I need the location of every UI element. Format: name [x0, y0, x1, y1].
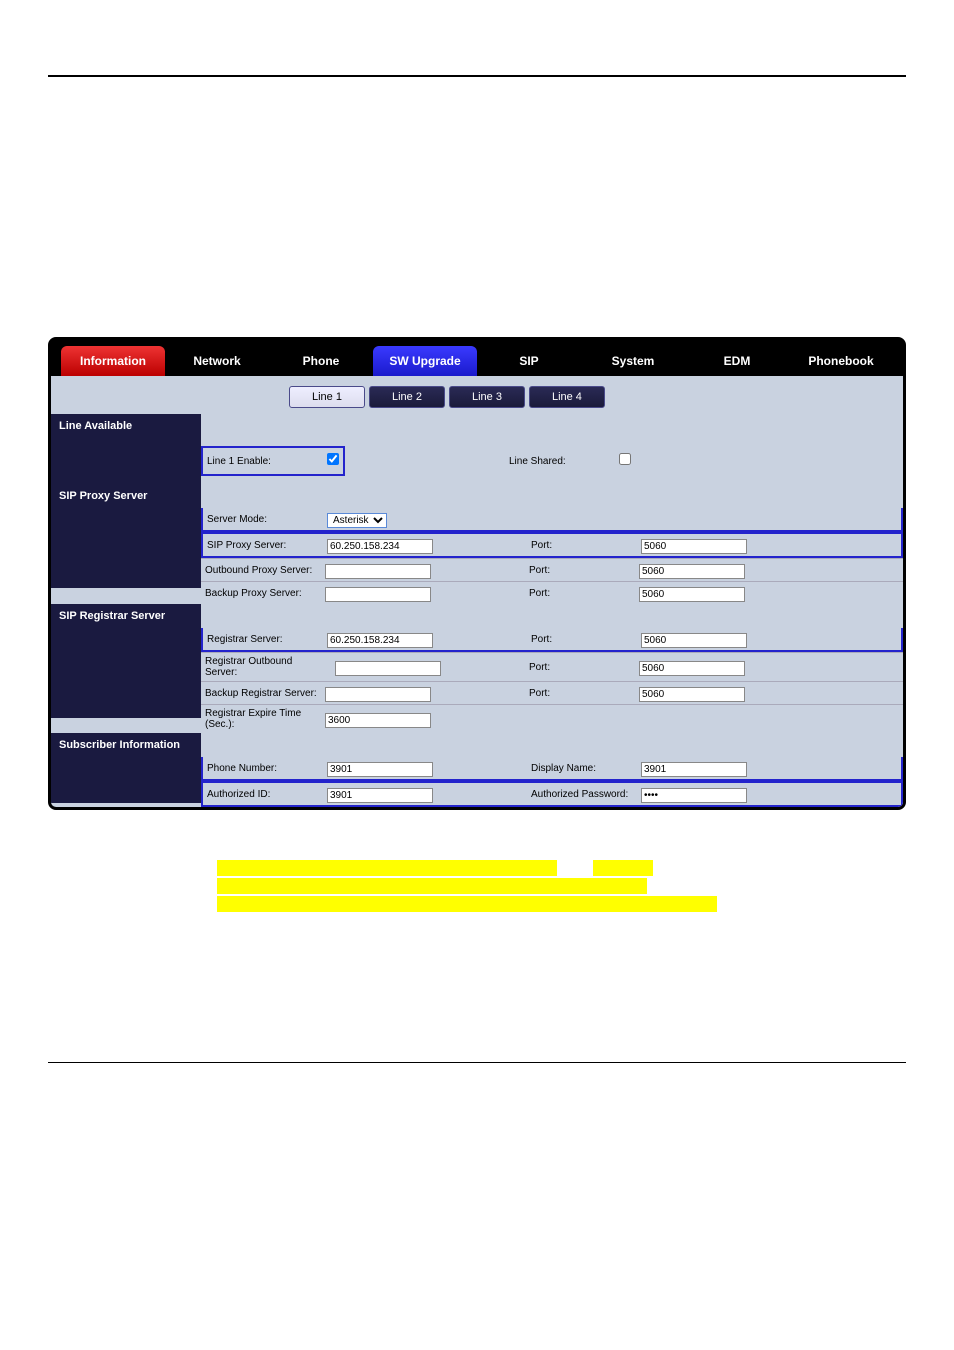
label-registrar-outbound-port: Port: — [525, 659, 635, 676]
section-sip-proxy: SIP Proxy Server — [51, 484, 201, 508]
label-outbound-port: Port: — [525, 562, 635, 579]
label-registrar-server: Registrar Server: — [203, 631, 323, 648]
label-authorized-id: Authorized ID: — [203, 786, 323, 803]
label-backup-port: Port: — [525, 585, 635, 602]
label-backup-proxy: Backup Proxy Server: — [201, 585, 321, 602]
label-registrar-outbound: Registrar Outbound Server: — [201, 653, 331, 681]
checkbox-line1-enable[interactable] — [327, 453, 339, 465]
input-outbound-proxy[interactable] — [325, 564, 431, 579]
checkbox-line-shared[interactable] — [619, 453, 631, 465]
section-subscriber: Subscriber Information — [51, 733, 201, 757]
tab-edm[interactable]: EDM — [685, 346, 789, 376]
tab-sw-upgrade[interactable]: SW Upgrade — [373, 346, 477, 376]
config-ui-frame: Information Network Phone SW Upgrade SIP… — [48, 337, 906, 810]
section-line-available: Line Available — [51, 414, 201, 438]
input-sip-proxy-server[interactable] — [327, 539, 433, 554]
label-line-shared: Line Shared: — [505, 453, 615, 470]
input-registrar-outbound-port[interactable] — [639, 661, 745, 676]
input-backup-proxy[interactable] — [325, 587, 431, 602]
sub-tab-line2[interactable]: Line 2 — [369, 386, 445, 408]
input-sip-proxy-port[interactable] — [641, 539, 747, 554]
input-authorized-password[interactable] — [641, 788, 747, 803]
label-server-mode: Server Mode: — [203, 511, 323, 528]
line-tabs: Line 1 Line 2 Line 3 Line 4 — [51, 376, 903, 414]
label-authorized-password: Authorized Password: — [527, 786, 637, 803]
select-server-mode[interactable]: Asterisk — [327, 513, 387, 528]
input-registrar-port[interactable] — [641, 633, 747, 648]
sub-tab-line4[interactable]: Line 4 — [529, 386, 605, 408]
label-phone-number: Phone Number: — [203, 760, 323, 777]
input-registrar-server[interactable] — [327, 633, 433, 648]
label-registrar-port: Port: — [527, 631, 637, 648]
tab-network[interactable]: Network — [165, 346, 269, 376]
tab-sip[interactable]: SIP — [477, 346, 581, 376]
input-backup-port[interactable] — [639, 587, 745, 602]
label-outbound-proxy: Outbound Proxy Server: — [201, 562, 321, 579]
tab-information[interactable]: Information — [61, 346, 165, 376]
input-phone-number[interactable] — [327, 762, 433, 777]
input-backup-registrar-port[interactable] — [639, 687, 745, 702]
label-display-name: Display Name: — [527, 760, 637, 777]
sub-tab-line3[interactable]: Line 3 — [449, 386, 525, 408]
section-sip-registrar: SIP Registrar Server — [51, 604, 201, 628]
tab-system[interactable]: System — [581, 346, 685, 376]
sub-tab-line1[interactable]: Line 1 — [289, 386, 365, 408]
input-backup-registrar[interactable] — [325, 687, 431, 702]
tab-phone[interactable]: Phone — [269, 346, 373, 376]
label-backup-registrar-port: Port: — [525, 685, 635, 702]
label-sip-proxy-server: SIP Proxy Server: — [203, 537, 323, 554]
top-rule — [48, 75, 906, 77]
label-sip-proxy-port: Port: — [527, 537, 637, 554]
input-authorized-id[interactable] — [327, 788, 433, 803]
input-display-name[interactable] — [641, 762, 747, 777]
highlight-yellow-block — [217, 860, 737, 912]
label-registrar-expire: Registrar Expire Time (Sec.): — [201, 705, 321, 733]
input-outbound-port[interactable] — [639, 564, 745, 579]
tab-phonebook[interactable]: Phonebook — [789, 346, 893, 376]
label-backup-registrar: Backup Registrar Server: — [201, 685, 321, 702]
input-registrar-expire[interactable] — [325, 713, 431, 728]
label-line1-enable: Line 1 Enable: — [203, 453, 323, 470]
bottom-rule — [48, 1062, 906, 1063]
main-tabs: Information Network Phone SW Upgrade SIP… — [51, 340, 903, 376]
input-registrar-outbound[interactable] — [335, 661, 441, 676]
